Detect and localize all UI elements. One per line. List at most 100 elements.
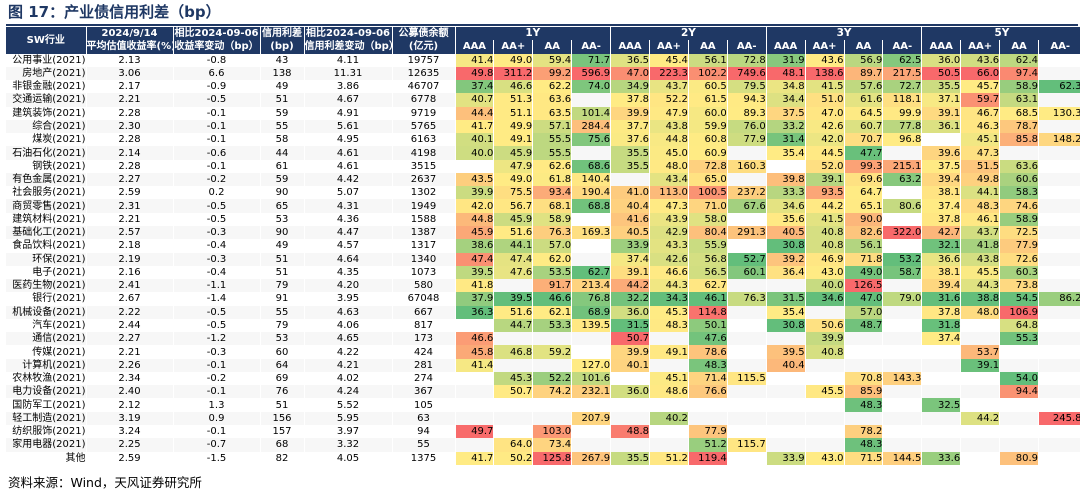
heat-cell: 37.4 xyxy=(454,80,495,94)
heat-cell: 47.9 xyxy=(649,106,689,120)
metric-cell: 55 xyxy=(260,119,305,134)
heat-cell: 38.6 xyxy=(454,239,495,253)
industry-name: 社会服务(2021) xyxy=(6,186,87,200)
heat-cell xyxy=(1038,172,1080,187)
heat-cell xyxy=(882,212,923,226)
heat-cell: 97.4 xyxy=(999,66,1039,81)
metric-cell: 4.67 xyxy=(304,93,393,107)
heat-cell: 40.4 xyxy=(765,358,806,372)
heat-cell xyxy=(493,332,534,346)
heat-cell: 68.5 xyxy=(999,106,1039,120)
heat-cell: 32.5 xyxy=(921,398,962,412)
heat-cell: 94.4 xyxy=(999,385,1039,399)
metric-cell: 2.18 xyxy=(86,239,174,253)
heat-cell: 127.0 xyxy=(571,358,612,372)
header-metric-sub-5: (亿元) xyxy=(392,40,456,54)
heat-cell: 33.9 xyxy=(765,451,806,465)
heat-cell: 44.2 xyxy=(610,279,650,293)
heat-cell: 37.8 xyxy=(921,305,962,319)
metric-cell: 1073 xyxy=(392,265,456,280)
table-row: 社会服务(2021) 2.59 0.2 90 5.07 1302 39.9 75.5 93.4 1… xyxy=(6,186,1080,200)
heat-cell: 46.1 xyxy=(688,292,728,306)
heat-cell xyxy=(1038,438,1080,452)
heat-cell xyxy=(882,305,923,319)
heat-cell: 41.4 xyxy=(454,358,495,372)
metric-cell: 156 xyxy=(260,411,305,425)
industry-name: 电力设备(2021) xyxy=(6,385,87,399)
heat-cell: 113.0 xyxy=(649,186,689,200)
metric-cell: 4.36 xyxy=(304,212,393,226)
heat-cell xyxy=(727,172,767,187)
heat-cell: 58.9 xyxy=(999,212,1039,226)
header-metric-1: 2024/9/14 xyxy=(86,27,174,41)
heat-cell: 59.7 xyxy=(960,93,1001,107)
heat-cell xyxy=(960,371,1001,386)
heat-cell: 125.8 xyxy=(532,451,573,465)
heat-cell: 96.8 xyxy=(882,133,923,147)
industry-name: 综合(2021) xyxy=(6,119,87,134)
metric-cell: -0.5 xyxy=(173,93,261,107)
heat-cell xyxy=(610,398,650,412)
table-row: 煤炭(2021) 2.28 -0.1 58 4.95 6163 40.1 49.1 55.5 75… xyxy=(6,133,1080,147)
heat-cell: 57.0 xyxy=(844,305,884,319)
metric-cell: 4.91 xyxy=(304,106,393,120)
heat-cell: 56.9 xyxy=(844,53,884,67)
heat-cell: 44.5 xyxy=(805,146,845,160)
heat-cell: 43.6 xyxy=(960,53,1001,67)
heat-cell xyxy=(571,345,612,359)
header-industry: SW行业 xyxy=(6,27,87,54)
heat-cell: 103.0 xyxy=(532,424,573,439)
heat-cell xyxy=(1038,93,1080,107)
heat-cell: 76.6 xyxy=(688,385,728,399)
metric-cell: 4.21 xyxy=(304,358,393,372)
heat-cell: 72.5 xyxy=(999,225,1039,240)
metric-cell: 1.3 xyxy=(173,398,261,412)
metric-cell: 2.34 xyxy=(86,371,174,386)
heat-cell: 144.5 xyxy=(882,451,923,465)
heat-cell: 60.5 xyxy=(688,80,728,94)
heat-cell: 43.4 xyxy=(649,172,689,187)
heat-cell: 62.5 xyxy=(882,53,923,67)
industry-name: 交通运输(2021) xyxy=(6,93,87,107)
heat-cell: 30.8 xyxy=(765,318,806,333)
heat-cell: 40.0 xyxy=(454,146,495,160)
heat-cell: 77.9 xyxy=(999,239,1039,253)
header-rating-5Y-AA-: AA- xyxy=(1038,40,1080,54)
metric-cell: 2.44 xyxy=(86,318,174,333)
metric-cell: 79 xyxy=(260,318,305,333)
heat-cell: 52.2 xyxy=(532,371,573,386)
heat-cell: 33.9 xyxy=(610,239,650,253)
heat-cell: 55.5 xyxy=(532,133,573,147)
metric-cell: 11.31 xyxy=(304,66,393,81)
heat-cell xyxy=(921,371,962,386)
heat-cell: 67.6 xyxy=(727,199,767,213)
heat-cell xyxy=(1038,265,1080,280)
metric-cell: 64 xyxy=(260,358,305,372)
metric-cell: -0.1 xyxy=(173,119,261,134)
heat-cell: 73.4 xyxy=(532,438,573,452)
heat-cell: 37.6 xyxy=(610,133,650,147)
metric-cell: 2.25 xyxy=(86,438,174,452)
heat-cell: 76.3 xyxy=(532,225,573,240)
heat-cell: 63.5 xyxy=(532,106,573,120)
heat-cell: 40.8 xyxy=(805,239,845,253)
heat-cell: 79.0 xyxy=(882,292,923,306)
heat-cell xyxy=(727,345,767,359)
metric-cell: 138 xyxy=(260,66,305,81)
heat-cell: 62.6 xyxy=(532,159,573,173)
metric-cell: 59 xyxy=(260,172,305,187)
metric-cell: 51 xyxy=(260,93,305,107)
heat-cell: 77.8 xyxy=(882,119,923,134)
heat-cell xyxy=(765,385,806,399)
metric-cell: 2.59 xyxy=(86,451,174,465)
heat-cell: 37.7 xyxy=(610,119,650,134)
metric-cell: 51 xyxy=(260,398,305,412)
metric-cell: 6163 xyxy=(392,133,456,147)
heat-cell xyxy=(805,438,845,452)
metric-cell: 580 xyxy=(392,279,456,293)
heat-cell: 46.6 xyxy=(532,292,573,306)
heat-cell xyxy=(649,332,689,346)
heat-cell xyxy=(1038,358,1080,372)
heat-cell xyxy=(571,424,612,439)
table-row: 非银金融(2021) 2.17 -0.9 49 3.86 46707 37.4 46.6 62.… xyxy=(6,80,1080,94)
